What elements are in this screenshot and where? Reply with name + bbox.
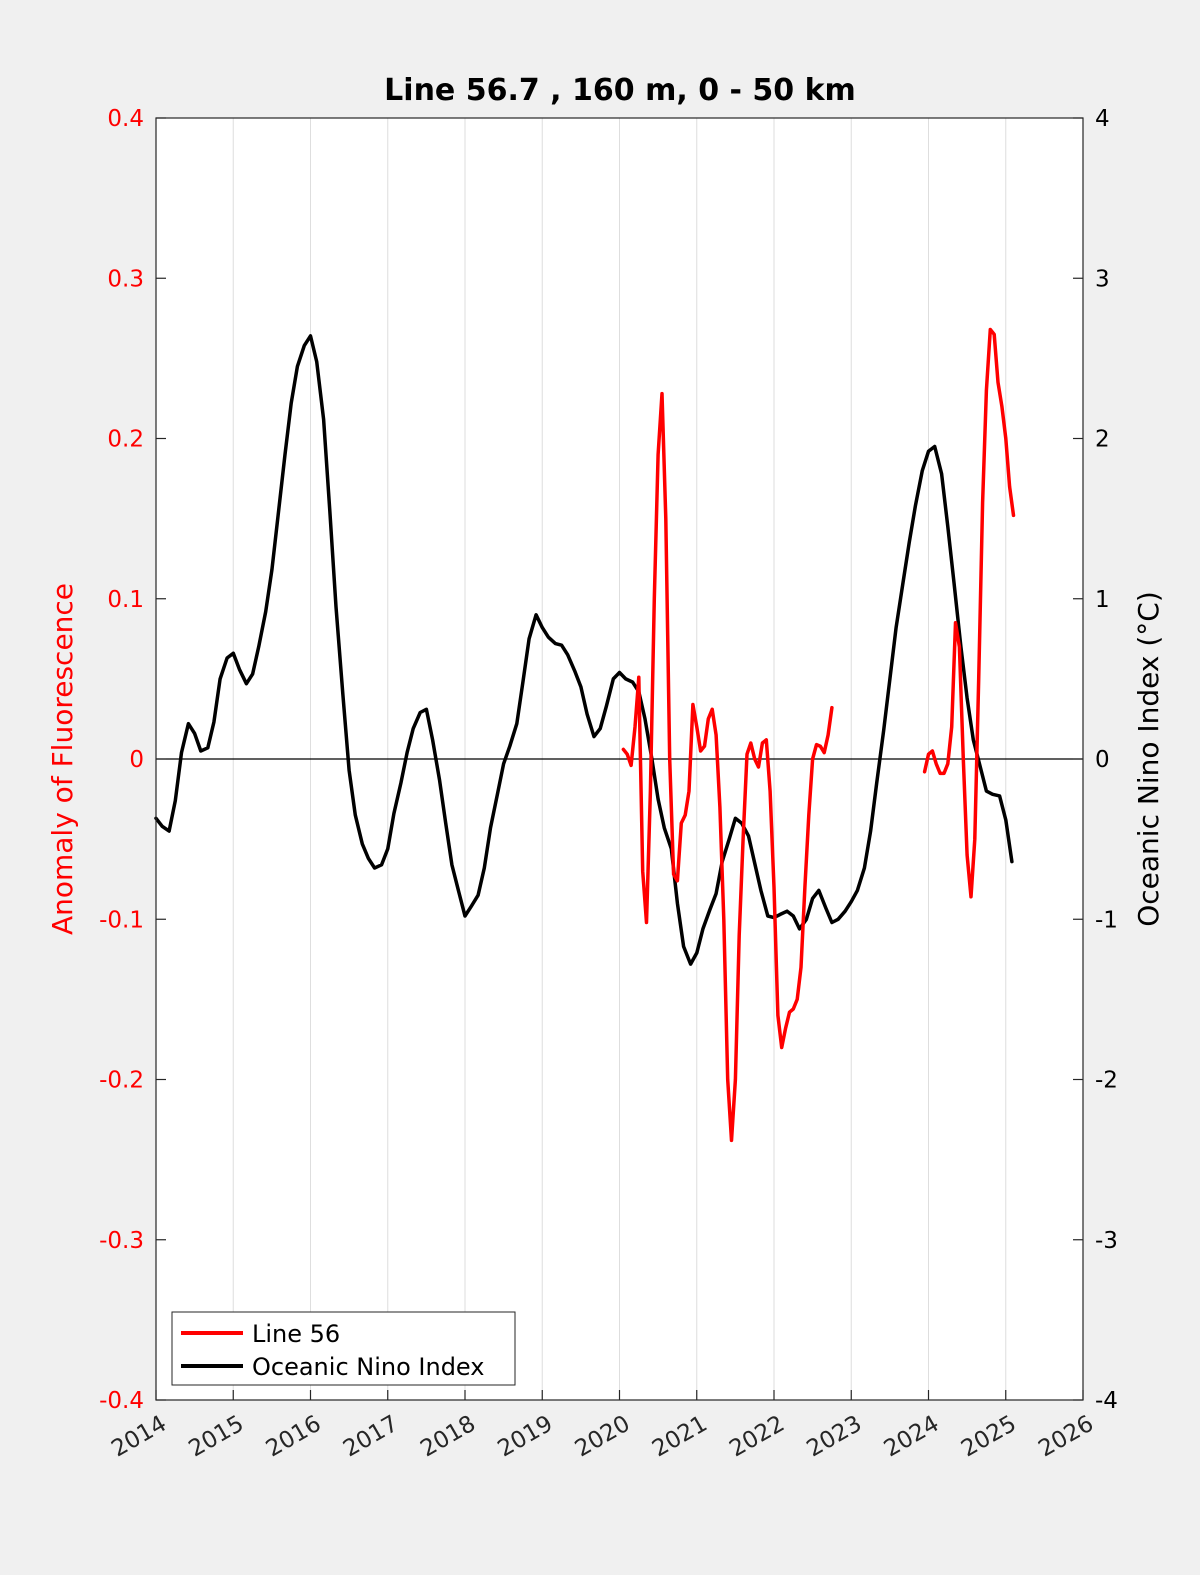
y-left-tick-label: 0.3 (107, 266, 144, 292)
legend-box (171, 1311, 516, 1386)
y-right-tick-label: 0 (1095, 747, 1110, 773)
x-tick-label: 2016 (262, 1411, 326, 1463)
y-axis-left: -0.4 -0.3 -0.2 -0.1 0 0.1 0.2 0.3 0.4 (99, 106, 166, 1414)
legend-label-oni: Oceanic Nino Index (252, 1353, 484, 1381)
series-layer (154, 327, 1016, 1143)
chart-title: Line 56.7 , 160 m, 0 - 50 km (384, 73, 856, 108)
y-right-tick-label: 4 (1095, 106, 1110, 132)
y-right-tick-label: 3 (1095, 266, 1110, 292)
y-left-tick-label: 0 (129, 747, 144, 773)
y-left-tick-label: -0.4 (99, 1388, 144, 1414)
series-line-line-56 (922, 327, 1016, 899)
legend-label-line56: Line 56 (252, 1320, 340, 1348)
x-tick-label: 2014 (107, 1411, 171, 1463)
y-right-tick-label: -4 (1095, 1388, 1118, 1414)
x-tick-label: 2015 (185, 1411, 249, 1463)
y-left-tick-label: -0.2 (99, 1068, 144, 1094)
x-tick-label: 2019 (494, 1411, 558, 1463)
y-right-tick-label: 2 (1095, 427, 1110, 453)
y-left-tick-label: -0.3 (99, 1228, 144, 1254)
y-left-tick-label: 0.4 (107, 106, 144, 132)
y-axis-left-label: Anomaly of Fluorescence (46, 583, 79, 935)
y-left-tick-label: 0.1 (107, 587, 144, 613)
y-right-tick-label: 1 (1095, 587, 1110, 613)
y-axis-right: -4 -3 -2 -1 0 1 2 3 4 (1073, 106, 1118, 1414)
y-right-tick-label: -3 (1095, 1228, 1118, 1254)
y-right-tick-label: -1 (1095, 907, 1118, 933)
x-tick-label: 2021 (648, 1411, 712, 1463)
x-tick-label: 2018 (416, 1411, 480, 1463)
x-tick-label: 2026 (1034, 1411, 1098, 1463)
y-left-tick-label: -0.1 (99, 907, 144, 933)
legend: Line 56 Oceanic Nino Index (171, 1311, 516, 1386)
y-left-tick-label: 0.2 (107, 427, 144, 453)
series-line-line-56 (621, 391, 834, 1143)
x-tick-label: 2023 (803, 1411, 867, 1463)
y-right-tick-label: -2 (1095, 1068, 1118, 1094)
y-axis-right-label: Oceanic Nino Index (°C) (1132, 591, 1165, 927)
series-line-oceanic-nino-index (154, 334, 1014, 966)
x-tick-label: 2020 (571, 1411, 635, 1463)
x-tick-label: 2024 (880, 1411, 944, 1463)
x-tick-label: 2022 (725, 1411, 789, 1463)
x-tick-label: 2025 (957, 1411, 1021, 1463)
x-axis: 2014 2015 2016 2017 2018 2019 2020 2021 2022 2023… (107, 1390, 1098, 1462)
x-tick-label: 2017 (339, 1411, 403, 1463)
